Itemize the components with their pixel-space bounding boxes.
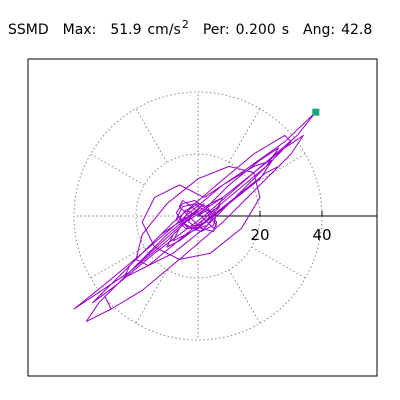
- grid-spoke-60: [228, 108, 261, 163]
- orbit-trace: [73, 111, 317, 322]
- ang-label: Ang:: [303, 22, 336, 38]
- grid-spoke-240: [135, 269, 168, 324]
- per-unit: s: [281, 22, 290, 38]
- per-value: 0.200: [235, 22, 276, 38]
- max-label: Max:: [62, 22, 97, 38]
- grid-spoke-150: [90, 153, 145, 186]
- max-unit-exponent: 2: [181, 18, 189, 31]
- max-value: 51.9: [110, 22, 142, 38]
- program-name: SSMD: [8, 22, 49, 38]
- grid-spoke-30: [251, 153, 306, 186]
- per-label: Per:: [202, 22, 230, 38]
- grid-spoke-330: [251, 246, 306, 279]
- max-unit-base: cm/s: [147, 22, 181, 38]
- grid-spoke-120: [135, 108, 168, 163]
- tick-label-40: 40: [312, 226, 331, 244]
- max-unit: cm/s2: [147, 18, 188, 38]
- chart-header: SSMD Max: 51.9 cm/s2 Per: 0.200 s Ang: 4…: [8, 14, 372, 38]
- grid-spoke-300: [228, 269, 261, 324]
- peak-marker: [312, 108, 320, 116]
- tick-label-20: 20: [250, 226, 269, 244]
- ang-value: 42.8: [341, 22, 373, 38]
- plot-frame: [27, 58, 378, 377]
